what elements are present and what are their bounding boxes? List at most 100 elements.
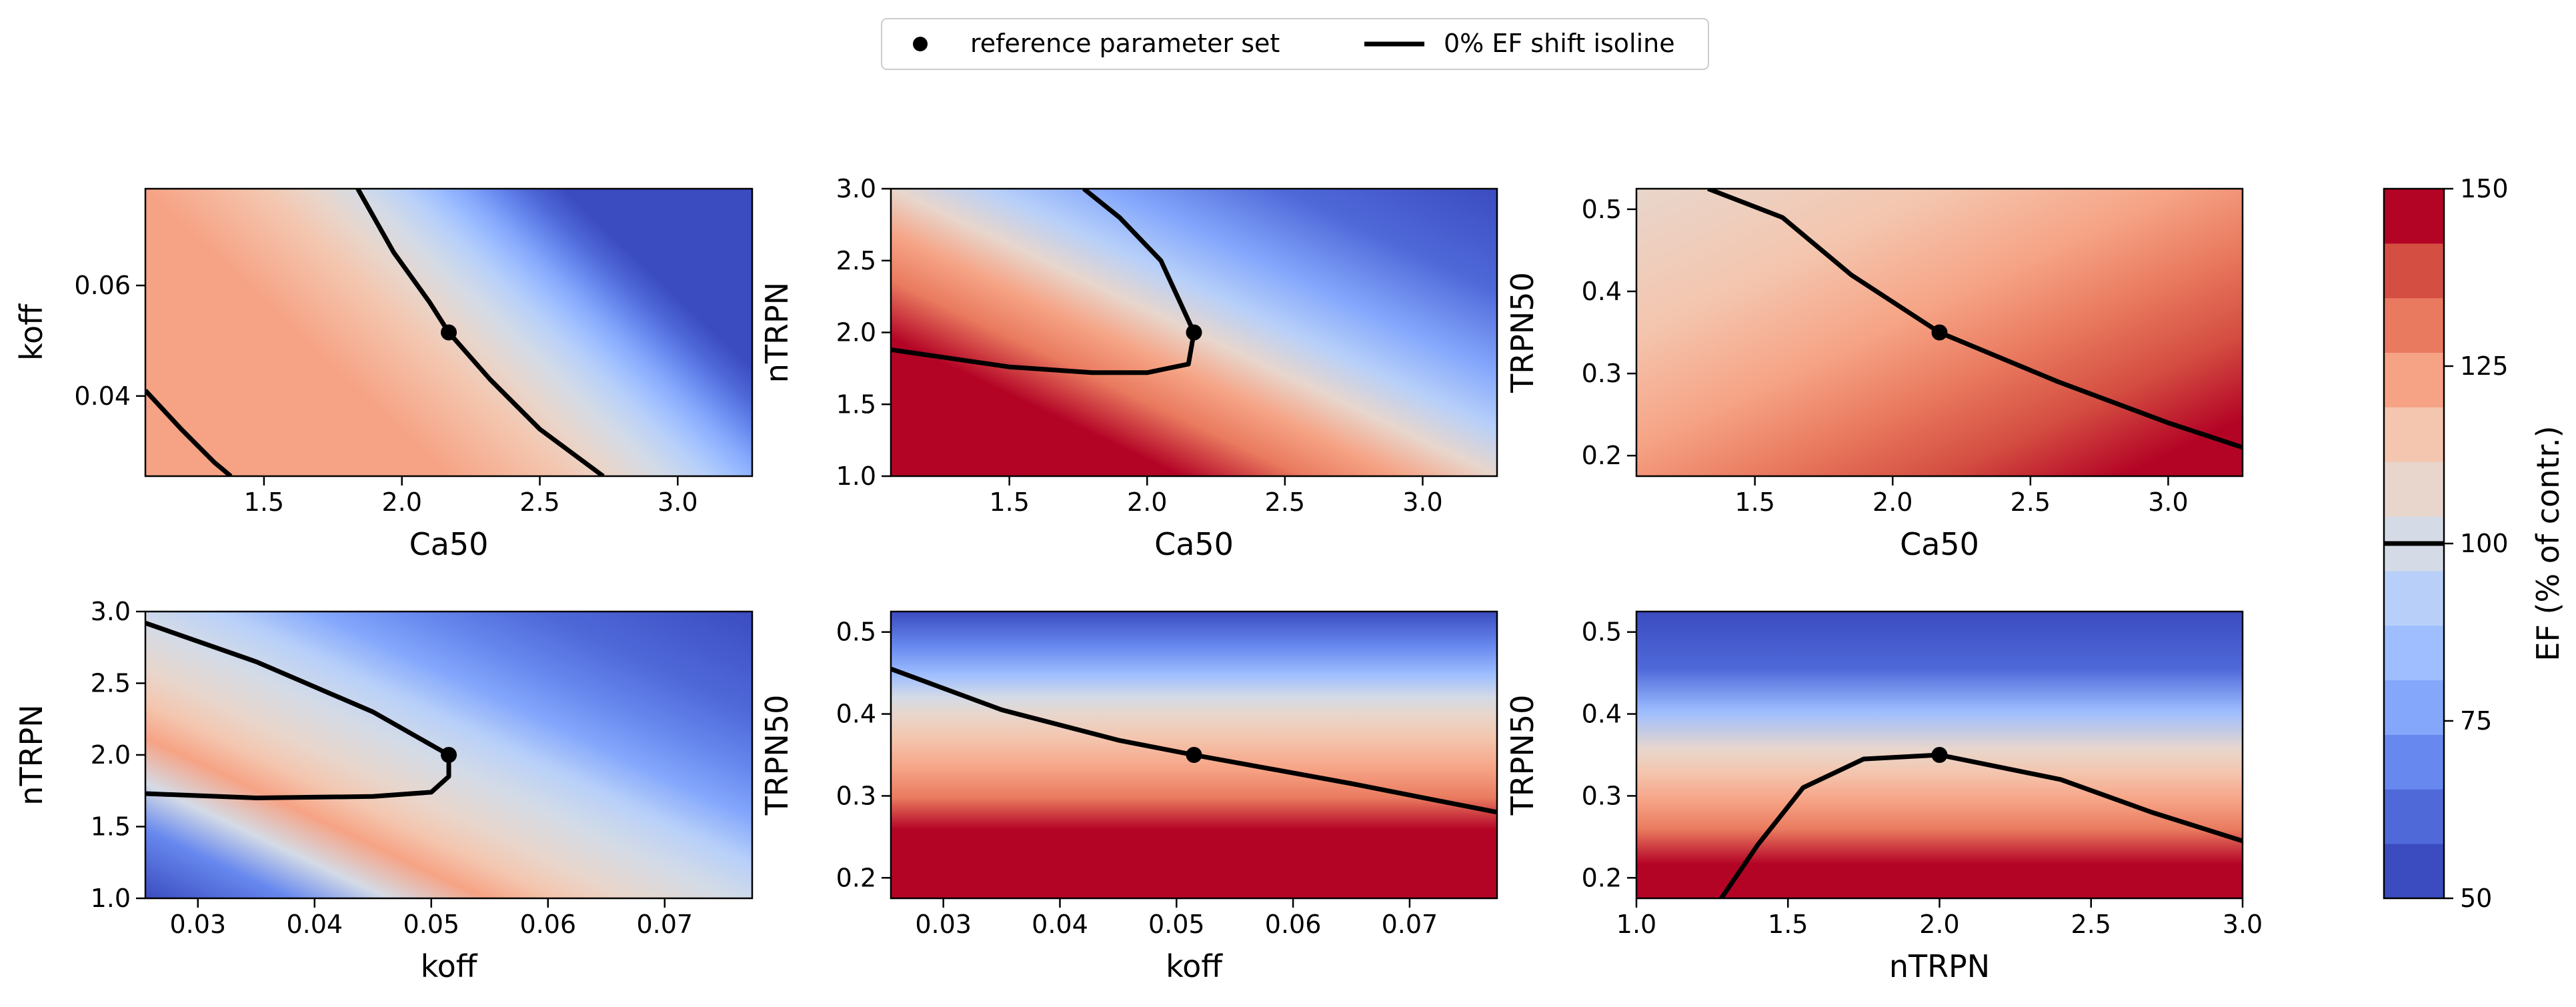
colorbar-band (2384, 297, 2444, 353)
x-tick-label: 0.07 (636, 910, 693, 939)
x-tick-label: 0.05 (403, 910, 459, 939)
y-tick-label: 0.3 (1582, 781, 1622, 810)
y-tick-label: 2.5 (836, 246, 876, 275)
reference-point (1931, 324, 1948, 341)
x-tick-label: 2.0 (1872, 487, 1912, 517)
y-tick-label: 2.0 (836, 318, 876, 347)
colorbar-band (2384, 189, 2444, 244)
y-tick-label: 1.0 (91, 884, 131, 913)
isoline-0pct (1719, 752, 2243, 898)
x-tick-label: 0.05 (1148, 910, 1205, 939)
reference-point (441, 747, 457, 763)
x-tick-label: 3.0 (1402, 487, 1442, 517)
x-tick-label: 2.5 (519, 487, 559, 517)
y-axis-label: koff (13, 303, 49, 361)
colorbar-tick-label: 150 (2460, 174, 2509, 203)
x-tick-label: 0.03 (915, 910, 972, 939)
panel-ca50-trpn50: 1.5 2.0 2.5 3.0 0.2 0.3 0.4 0.5 Ca50 TRPN50 (1504, 187, 2244, 562)
colorbar-band (2384, 680, 2444, 735)
y-tick-label: 3.0 (836, 174, 876, 203)
x-tick-label: 2.5 (1265, 487, 1305, 517)
isoline-0pct (145, 620, 451, 800)
colorbar-tick-label: 100 (2460, 529, 2509, 558)
y-axis-label: TRPN50 (1504, 695, 1540, 816)
x-tick-label: 3.0 (2148, 487, 2188, 517)
colorbar: 50 75 100 125 150 EF (% of contr.) (2383, 174, 2566, 913)
y-tick-label: 0.3 (1582, 359, 1622, 388)
panel-koff-trpn50: 0.03 0.04 0.05 0.06 0.07 0.2 0.3 0.4 0.5 koff TRPN… (759, 610, 1498, 984)
colorbar-band (2384, 243, 2444, 299)
colorbar-band (2384, 625, 2444, 681)
x-tick-label: 0.04 (286, 910, 343, 939)
legend-box (881, 18, 1709, 70)
isoline-0pct (145, 389, 233, 476)
y-tick-label: 0.2 (1582, 441, 1622, 470)
colorbar-label: EF (% of contr.) (2530, 425, 2566, 661)
axes-frame (1635, 187, 2244, 477)
panel-ntrpn-trpn50: 1.0 1.5 2.0 2.5 3.0 0.2 0.3 0.4 0.5 nTRPN TRPN50 (1504, 610, 2263, 984)
x-tick-label: 0.03 (169, 910, 226, 939)
isoline-0pct (891, 666, 1497, 815)
y-axis-label: TRPN50 (759, 695, 795, 816)
x-tick-label: 0.06 (519, 910, 576, 939)
colorbar-band (2384, 461, 2444, 517)
isoline-0pct (891, 189, 1196, 375)
colorbar-tick-label: 50 (2460, 884, 2492, 913)
x-tick-label: 1.0 (1616, 910, 1656, 939)
colorbar-band (2384, 844, 2444, 899)
y-tick-label: 0.4 (1582, 700, 1622, 729)
y-tick-label: 0.06 (74, 271, 131, 300)
legend-marker-label: reference parameter set (970, 29, 1280, 58)
y-tick-label: 0.5 (1582, 195, 1622, 224)
x-axis-label: koff (1166, 948, 1223, 984)
x-tick-label: 2.0 (1919, 910, 1959, 939)
x-tick-label: 3.0 (658, 487, 698, 517)
y-tick-label: 2.0 (91, 740, 131, 770)
legend: reference parameter set 0% EF shift isol… (881, 18, 1709, 70)
x-tick-label: 3.0 (2223, 910, 2263, 939)
axes-frame (144, 187, 754, 477)
y-tick-label: 2.5 (91, 669, 131, 698)
x-tick-label: 0.04 (1032, 910, 1088, 939)
x-tick-label: 1.5 (1768, 910, 1808, 939)
panel-ca50-ntrpn: 1.5 2.0 2.5 3.0 1.0 1.5 2.0 2.5 3.0 Ca50 nTRPN (759, 174, 1498, 562)
x-tick-label: 1.5 (244, 487, 284, 517)
x-axis-label: Ca50 (409, 526, 489, 562)
colorbar-bands (2383, 187, 2445, 900)
x-tick-label: 0.07 (1382, 910, 1438, 939)
y-axis-label: nTRPN (13, 704, 49, 805)
x-tick-label: 0.06 (1265, 910, 1322, 939)
y-tick-label: 1.0 (836, 461, 876, 491)
reference-point (441, 324, 457, 341)
colorbar-band (2384, 407, 2444, 462)
y-tick-label: 0.04 (74, 381, 131, 411)
y-tick-label: 1.5 (91, 812, 131, 842)
x-tick-label: 2.0 (1127, 487, 1167, 517)
reference-point (1931, 747, 1948, 763)
x-tick-label: 2.5 (2071, 910, 2111, 939)
y-tick-label: 0.4 (836, 700, 876, 729)
y-tick-label: 1.5 (836, 389, 876, 419)
x-axis-label: nTRPN (1889, 948, 1990, 984)
x-axis-label: koff (421, 948, 478, 984)
y-axis-label: TRPN50 (1504, 272, 1540, 393)
x-tick-label: 1.5 (989, 487, 1029, 517)
y-tick-label: 0.4 (1582, 277, 1622, 306)
x-tick-label: 2.0 (381, 487, 421, 517)
panel-ca50-koff: 1.5 2.0 2.5 3.0 0.04 0.06 Ca50 koff (13, 187, 754, 562)
x-axis-label: Ca50 (1900, 526, 1979, 562)
x-tick-label: 2.5 (2011, 487, 2051, 517)
axes-frame (890, 610, 1498, 900)
x-axis-label: Ca50 (1154, 526, 1234, 562)
colorbar-band (2384, 734, 2444, 790)
y-axis-label: nTRPN (759, 282, 795, 383)
colorbar-ticks: 50 75 100 125 150 (2444, 174, 2509, 913)
colorbar-tick-label: 75 (2460, 706, 2492, 736)
reference-point (1186, 747, 1202, 763)
panel-koff-ntrpn: 0.03 0.04 0.05 0.06 0.07 1.0 1.5 2.0 2.5 3.0 koff n… (13, 597, 754, 984)
reference-point (1186, 324, 1202, 341)
y-tick-label: 3.0 (91, 597, 131, 626)
colorbar-tick-label: 125 (2460, 351, 2509, 381)
legend-marker-icon (913, 37, 928, 51)
